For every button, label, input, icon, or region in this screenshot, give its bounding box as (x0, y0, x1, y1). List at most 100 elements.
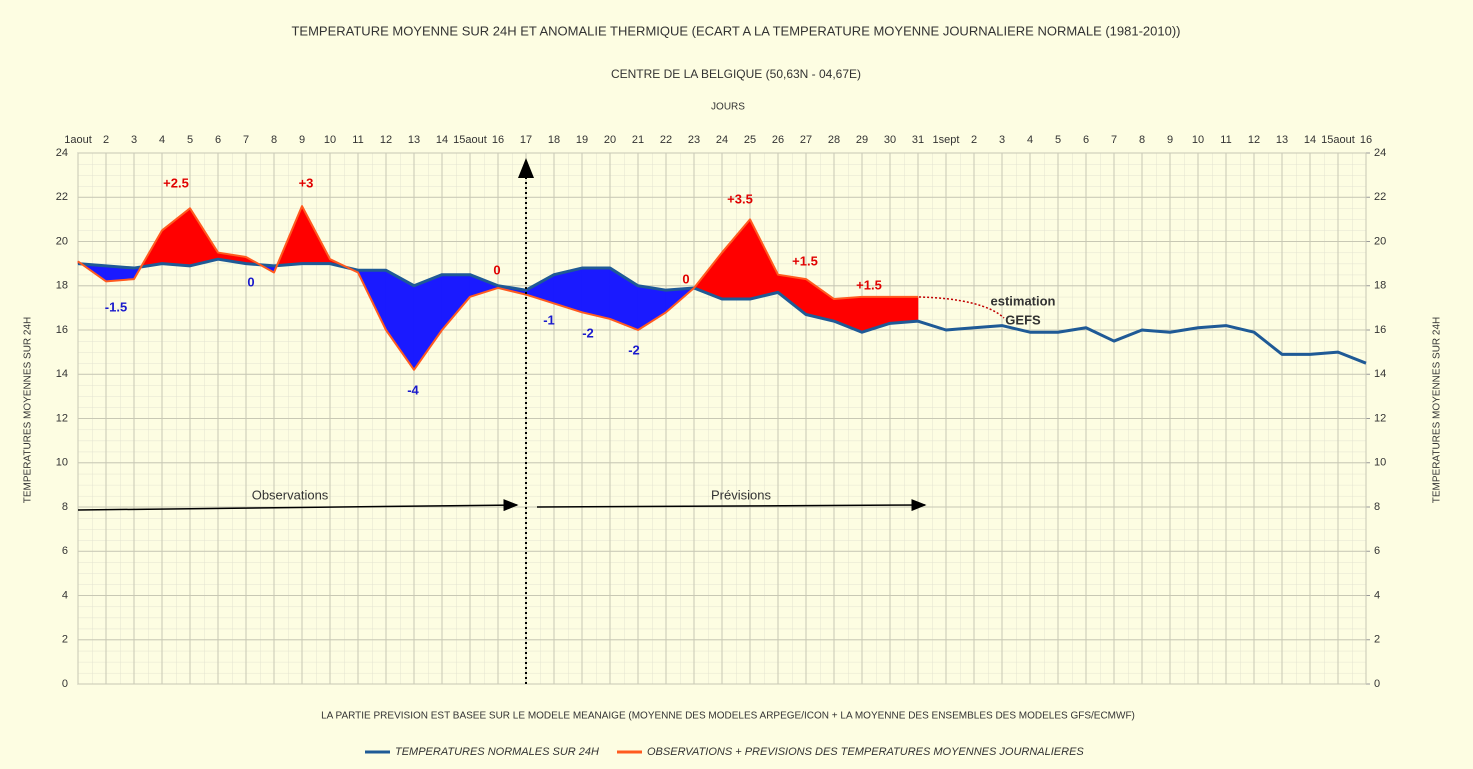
y-tick-label: 10 (56, 457, 68, 469)
y2-tick-label: 20 (1374, 235, 1386, 247)
x-tick-label: 24 (716, 134, 728, 146)
x-tick-label: 26 (772, 134, 784, 146)
y2-tick-label: 6 (1374, 545, 1380, 557)
y-tick-label: 24 (56, 147, 68, 159)
x-tick-label: 13 (1276, 134, 1288, 146)
x-tick-label: 14 (436, 134, 448, 146)
y2-tick-label: 4 (1374, 589, 1380, 601)
x-tick-label: 13 (408, 134, 420, 146)
annotation: Observations (252, 487, 329, 502)
legend-label: TEMPERATURES NORMALES SUR 24H (395, 746, 599, 758)
x-tick-label: 18 (548, 134, 560, 146)
y2-axis-label: TEMPERATURES MOYENNES SUR 24H (1432, 317, 1443, 504)
x-tick-label: 15aout (453, 134, 487, 146)
chart-subtitle: CENTRE DE LA BELGIQUE (50,63N - 04,67E) (611, 67, 861, 81)
y-tick-label: 0 (62, 678, 68, 690)
x-tick-label: 11 (352, 134, 363, 146)
y-axis-label: TEMPERATURES MOYENNES SUR 24H (23, 317, 34, 504)
y2-tick-label: 24 (1374, 147, 1386, 159)
y2-tick-label: 12 (1374, 412, 1386, 424)
annotation: 0 (682, 271, 689, 286)
x-tick-label: 6 (1083, 134, 1089, 146)
anomaly-fill (889, 296, 919, 324)
y-tick-label: 18 (56, 280, 68, 292)
y2-tick-label: 0 (1374, 678, 1380, 690)
y-tick-label: 12 (56, 412, 68, 424)
annotation: -4 (407, 382, 419, 397)
y-tick-label: 4 (62, 589, 68, 601)
x-tick-label: 5 (187, 134, 193, 146)
x-tick-label: 22 (660, 134, 672, 146)
y2-tick-label: 22 (1374, 191, 1386, 203)
y-tick-label: 2 (62, 634, 68, 646)
annotation: +2.5 (163, 175, 189, 190)
x-tick-label: 8 (271, 134, 277, 146)
x-tick-label: 4 (1027, 134, 1033, 146)
series-line (77, 205, 918, 371)
x-tick-label: 15aout (1321, 134, 1355, 146)
annotation: +1.5 (856, 277, 882, 292)
x-tick-label: 2 (103, 134, 109, 146)
y-tick-label: 20 (56, 235, 68, 247)
x-tick-label: 11 (1220, 134, 1231, 146)
observations-arrow (77, 499, 519, 512)
x-tick-label: 12 (380, 134, 392, 146)
annotation: 0 (493, 262, 500, 277)
x-tick-label: 30 (884, 134, 896, 146)
annotation: +3.5 (727, 191, 753, 206)
x-tick-label: 29 (856, 134, 868, 146)
x-tick-label: 19 (576, 134, 588, 146)
y-tick-label: 6 (62, 545, 68, 557)
annotation: +3 (299, 175, 314, 190)
annotation: -2 (628, 342, 640, 357)
annotation: -1.5 (105, 299, 127, 314)
x-tick-label: 1sept (933, 134, 960, 146)
annotation: GEFS (1005, 312, 1041, 327)
annotation: -2 (582, 325, 594, 340)
chart-title: TEMPERATURE MOYENNE SUR 24H ET ANOMALIE … (291, 23, 1180, 38)
y2-tick-label: 2 (1374, 634, 1380, 646)
x-tick-label: 7 (1111, 134, 1117, 146)
x-tick-label: 2 (971, 134, 977, 146)
x-tick-label: 1aout (64, 134, 92, 146)
x-tick-label: 25 (744, 134, 756, 146)
x-tick-label: 9 (1167, 134, 1173, 146)
estimation-line (918, 296, 1005, 319)
x-tick-label: 20 (604, 134, 616, 146)
forecast-arrow (536, 499, 927, 512)
x-tick-label: 8 (1139, 134, 1145, 146)
x-axis-label: JOURS (711, 102, 745, 113)
x-tick-label: 27 (800, 134, 812, 146)
x-tick-label: 9 (299, 134, 305, 146)
annotation: +1.5 (792, 253, 818, 268)
y-tick-label: 22 (56, 191, 68, 203)
annotation: Prévisions (711, 487, 771, 502)
x-tick-label: 7 (243, 134, 249, 146)
series-line (77, 257, 1367, 365)
anomaly-fill (581, 267, 611, 320)
footnote: LA PARTIE PREVISION EST BASEE SUR LE MOD… (321, 711, 1135, 722)
x-tick-label: 10 (1192, 134, 1204, 146)
annotation: 0 (247, 274, 254, 289)
y2-tick-label: 14 (1374, 368, 1386, 380)
y2-tick-label: 8 (1374, 501, 1380, 513)
legend-label: OBSERVATIONS + PREVISIONS DES TEMPERATUR… (647, 746, 1084, 758)
x-tick-label: 16 (1360, 134, 1372, 146)
x-tick-label: 6 (215, 134, 221, 146)
y2-tick-label: 18 (1374, 280, 1386, 292)
x-tick-label: 31 (912, 134, 924, 146)
x-tick-label: 3 (131, 134, 137, 146)
x-tick-label: 14 (1304, 134, 1316, 146)
annotation: estimation (990, 293, 1055, 308)
x-tick-label: 10 (324, 134, 336, 146)
y-tick-label: 16 (56, 324, 68, 336)
annotation: -1 (543, 312, 555, 327)
x-tick-label: 23 (688, 134, 700, 146)
x-tick-label: 5 (1055, 134, 1061, 146)
x-tick-label: 12 (1248, 134, 1260, 146)
x-tick-label: 28 (828, 134, 840, 146)
x-tick-label: 16 (492, 134, 504, 146)
y2-tick-label: 16 (1374, 324, 1386, 336)
x-tick-label: 3 (999, 134, 1005, 146)
